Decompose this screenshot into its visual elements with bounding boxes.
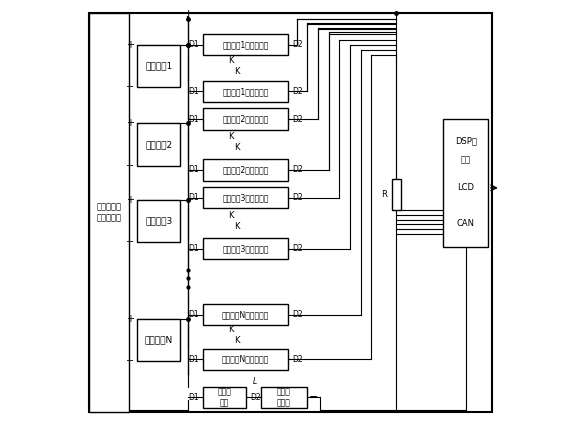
Text: −: − [126, 82, 134, 92]
Text: +: + [126, 314, 134, 324]
Text: CAN: CAN [457, 219, 474, 228]
Bar [137, 200, 180, 242]
Text: 铁锂电池N: 铁锂电池N [144, 335, 173, 345]
Text: D1: D1 [188, 310, 199, 319]
Text: −: − [126, 161, 134, 171]
Text: 铁锂电池3: 铁锂电池3 [145, 216, 172, 226]
Bar [203, 34, 288, 55]
Text: D2: D2 [250, 393, 260, 402]
Bar [203, 187, 288, 208]
Text: D1: D1 [188, 393, 199, 402]
Text: D2: D2 [292, 114, 303, 124]
Bar [261, 387, 307, 408]
Text: K: K [235, 67, 240, 76]
Text: 铁锂电池3第一接触器: 铁锂电池3第一接触器 [222, 193, 269, 202]
Text: K: K [228, 211, 233, 220]
Text: D1: D1 [188, 354, 199, 364]
Bar [203, 304, 288, 325]
Text: 铁锂电池N第二接触器: 铁锂电池N第二接触器 [222, 354, 270, 364]
Text: 铁锂电池2: 铁锂电池2 [145, 140, 172, 149]
Text: −: − [309, 392, 318, 402]
Text: 铁锂电池2第二接触器: 铁锂电池2第二接触器 [222, 165, 269, 175]
Text: D1: D1 [188, 114, 199, 124]
Text: L: L [253, 377, 257, 386]
Text: 铁锂电池2第一接触器: 铁锂电池2第一接触器 [222, 114, 269, 124]
Bar [137, 319, 180, 361]
Bar [203, 387, 246, 408]
Text: D2: D2 [292, 244, 303, 253]
Text: 制器: 制器 [461, 155, 471, 164]
Bar [203, 81, 288, 102]
Bar [137, 45, 180, 87]
Bar [137, 123, 180, 166]
Text: D1: D1 [188, 87, 199, 96]
Text: K: K [235, 222, 240, 231]
Text: D2: D2 [292, 40, 303, 49]
Bar [391, 178, 401, 210]
Text: −: − [126, 237, 134, 247]
Text: K: K [235, 143, 240, 153]
Text: D2: D2 [292, 165, 303, 175]
Text: 自恢复
保保丝: 自恢复 保保丝 [277, 388, 291, 407]
Text: D2: D2 [292, 354, 303, 364]
Text: D1: D1 [188, 244, 199, 253]
Text: K: K [228, 56, 233, 65]
Text: +: + [126, 118, 134, 128]
Text: D1: D1 [188, 165, 199, 175]
Text: D2: D2 [292, 310, 303, 319]
Text: −: − [126, 356, 134, 366]
Text: DSP控: DSP控 [455, 136, 477, 145]
Text: 铁锂电池电
压检测模块: 铁锂电池电 压检测模块 [96, 203, 121, 222]
Text: R: R [381, 190, 387, 199]
Text: +: + [126, 195, 134, 205]
Bar [203, 159, 288, 181]
Bar [443, 119, 488, 246]
Bar [203, 238, 288, 259]
Bar [88, 13, 129, 412]
Text: 直流接
触器: 直流接 触器 [218, 388, 232, 407]
Text: D1: D1 [188, 40, 199, 49]
Text: 铁锂电池3第二接触器: 铁锂电池3第二接触器 [222, 244, 269, 253]
Text: K: K [228, 325, 233, 334]
Text: +: + [126, 40, 134, 50]
Text: D2: D2 [292, 87, 303, 96]
Text: LCD: LCD [457, 183, 474, 193]
Text: 铁锂电池1第二接触器: 铁锂电池1第二接触器 [222, 87, 269, 96]
Text: K: K [228, 132, 233, 142]
Text: D2: D2 [292, 193, 303, 202]
Text: 铁锂电池N第一接触器: 铁锂电池N第一接触器 [222, 310, 270, 319]
Bar [203, 348, 288, 370]
Bar [203, 108, 288, 130]
Text: D1: D1 [188, 193, 199, 202]
Text: K: K [235, 336, 240, 345]
Text: +: + [184, 8, 193, 19]
Text: 铁锂电池1第一接触器: 铁锂电池1第一接触器 [222, 40, 269, 49]
Text: 铁锂电池1: 铁锂电池1 [145, 61, 172, 71]
